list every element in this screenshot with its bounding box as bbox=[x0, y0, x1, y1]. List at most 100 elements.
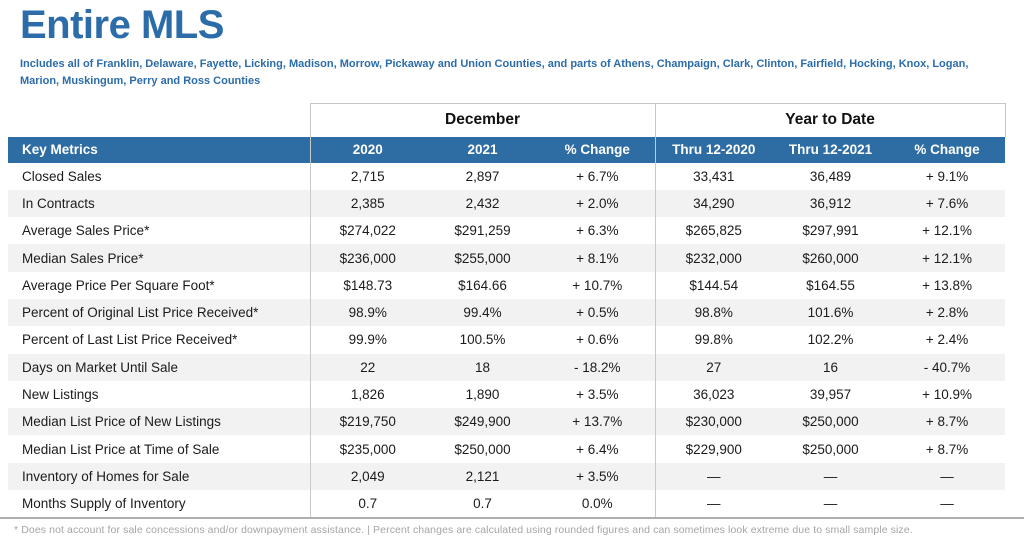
value-cell: 34,290 bbox=[654, 189, 773, 218]
group-header-spacer bbox=[8, 103, 310, 137]
value-cell: 1,826 bbox=[309, 380, 425, 409]
value-cell: - 40.7% bbox=[923, 359, 971, 375]
value-cell: 2,432 bbox=[465, 195, 500, 211]
table-row: Days on Market Until Sale 22 18 - 18.2% … bbox=[8, 353, 1006, 381]
metric-cell: Closed Sales bbox=[22, 168, 102, 184]
value-cell: + 10.9% bbox=[922, 387, 972, 403]
table-row: Median List Price of New Listings $219,7… bbox=[8, 408, 1006, 436]
value-cell: $260,000 bbox=[802, 250, 859, 266]
column-header-row: Key Metrics 2020 2021 % Change Thru 12-2… bbox=[8, 136, 1006, 163]
page-title: Entire MLS bbox=[20, 3, 224, 47]
value-cell: 100.5% bbox=[459, 332, 506, 348]
value-cell: 33,431 bbox=[654, 162, 773, 190]
value-cell: $219,750 bbox=[309, 408, 425, 436]
value-cell: + 6.3% bbox=[576, 223, 619, 239]
value-cell: 0.0% bbox=[581, 496, 613, 512]
value-cell: + 3.5% bbox=[576, 468, 619, 484]
value-cell: 36,912 bbox=[809, 195, 852, 211]
value-cell: + 2.8% bbox=[925, 305, 969, 321]
value-cell: — bbox=[823, 496, 838, 512]
col-ytd-2020: Thru 12-2020 bbox=[654, 136, 773, 163]
value-cell: + 7.6% bbox=[925, 195, 969, 211]
value-cell: $236,000 bbox=[309, 244, 425, 272]
group-header-december: December bbox=[309, 103, 656, 137]
col-key-metrics: Key Metrics bbox=[8, 136, 310, 163]
value-cell: — bbox=[654, 490, 773, 518]
value-cell: + 12.1% bbox=[922, 250, 972, 266]
value-cell: — bbox=[823, 468, 838, 484]
metric-cell: Months Supply of Inventory bbox=[22, 496, 186, 512]
value-cell: + 6.7% bbox=[576, 168, 619, 184]
metric-cell: New Listings bbox=[22, 387, 99, 403]
metric-cell: Median Sales Price* bbox=[22, 250, 144, 266]
value-cell: $148.73 bbox=[309, 271, 425, 299]
value-cell: + 10.7% bbox=[572, 277, 623, 293]
metrics-table: December Year to Date Key Metrics 2020 2… bbox=[8, 103, 1006, 518]
metric-cell: Percent of Last List Price Received* bbox=[22, 332, 238, 348]
value-cell: $232,000 bbox=[654, 244, 773, 272]
col-dec-change: % Change bbox=[540, 136, 656, 163]
value-cell: 36,489 bbox=[809, 168, 852, 184]
value-cell: + 2.0% bbox=[576, 195, 619, 211]
metric-cell: Median List Price at Time of Sale bbox=[22, 441, 220, 457]
value-cell: + 6.4% bbox=[576, 441, 619, 457]
table-row: Inventory of Homes for Sale 2,049 2,121 … bbox=[8, 462, 1006, 491]
value-cell: $297,991 bbox=[802, 223, 859, 239]
col-ytd-2021: Thru 12-2021 bbox=[772, 136, 890, 163]
value-cell: 2,385 bbox=[309, 189, 425, 218]
value-cell: 18 bbox=[474, 359, 491, 375]
value-cell: $230,000 bbox=[654, 408, 773, 436]
value-cell: 0.7 bbox=[309, 490, 425, 518]
metric-cell: In Contracts bbox=[22, 195, 95, 211]
value-cell: $274,022 bbox=[309, 217, 425, 245]
value-cell: — bbox=[940, 496, 954, 512]
value-cell: 1,890 bbox=[465, 387, 500, 403]
table-bottom-rule bbox=[0, 517, 1024, 519]
value-cell: 2,897 bbox=[465, 168, 500, 184]
value-cell: 99.4% bbox=[463, 305, 502, 321]
value-cell: — bbox=[654, 462, 773, 491]
value-cell: 0.7 bbox=[473, 496, 492, 512]
metrics-table-container: December Year to Date Key Metrics 2020 2… bbox=[8, 103, 1006, 518]
value-cell: 22 bbox=[309, 353, 425, 381]
value-cell: + 8.7% bbox=[925, 441, 969, 457]
table-row: Percent of Last List Price Received* 99.… bbox=[8, 326, 1006, 354]
value-cell: + 0.5% bbox=[576, 305, 619, 321]
metric-cell: Median List Price of New Listings bbox=[22, 414, 221, 430]
metric-cell: Average Sales Price* bbox=[22, 223, 150, 239]
value-cell: $164.55 bbox=[806, 277, 855, 293]
value-cell: $265,825 bbox=[654, 217, 773, 245]
value-cell: $144.54 bbox=[654, 271, 773, 299]
table-row: Months Supply of Inventory 0.7 0.7 0.0% … bbox=[8, 490, 1006, 518]
value-cell: $229,900 bbox=[654, 435, 773, 463]
value-cell: $250,000 bbox=[454, 441, 511, 457]
footnote: * Does not account for sale concessions … bbox=[14, 524, 913, 536]
table-row: Closed Sales 2,715 2,897 + 6.7% 33,431 3… bbox=[8, 162, 1006, 190]
value-cell: + 13.7% bbox=[572, 414, 623, 430]
value-cell: 2,049 bbox=[309, 462, 425, 491]
col-ytd-change: % Change bbox=[889, 136, 1006, 163]
value-cell: 2,121 bbox=[465, 468, 500, 484]
table-row: In Contracts 2,385 2,432 + 2.0% 34,290 3… bbox=[8, 189, 1006, 218]
value-cell: + 0.6% bbox=[576, 332, 619, 348]
metric-cell: Inventory of Homes for Sale bbox=[22, 468, 190, 484]
value-cell: + 9.1% bbox=[925, 168, 969, 184]
value-cell: $255,000 bbox=[454, 250, 511, 266]
group-header-year-to-date: Year to Date bbox=[654, 103, 1006, 137]
group-header-row: December Year to Date bbox=[8, 103, 1006, 137]
value-cell: + 12.1% bbox=[922, 223, 972, 239]
value-cell: $164.66 bbox=[458, 277, 507, 293]
value-cell: $291,259 bbox=[454, 223, 511, 239]
value-cell: + 3.5% bbox=[576, 387, 619, 403]
col-dec-2020: 2020 bbox=[309, 136, 425, 163]
col-dec-2021: 2021 bbox=[425, 136, 540, 163]
value-cell: $250,000 bbox=[802, 441, 859, 457]
value-cell: 102.2% bbox=[807, 332, 854, 348]
value-cell: 27 bbox=[654, 353, 773, 381]
table-row: Average Price Per Square Foot* $148.73 $… bbox=[8, 271, 1006, 299]
page-subtitle: Includes all of Franklin, Delaware, Faye… bbox=[20, 58, 969, 88]
metric-cell: Average Price Per Square Foot* bbox=[22, 277, 215, 293]
value-cell: + 13.8% bbox=[922, 277, 972, 293]
value-cell: 39,957 bbox=[809, 387, 852, 403]
value-cell: $250,000 bbox=[802, 414, 859, 430]
